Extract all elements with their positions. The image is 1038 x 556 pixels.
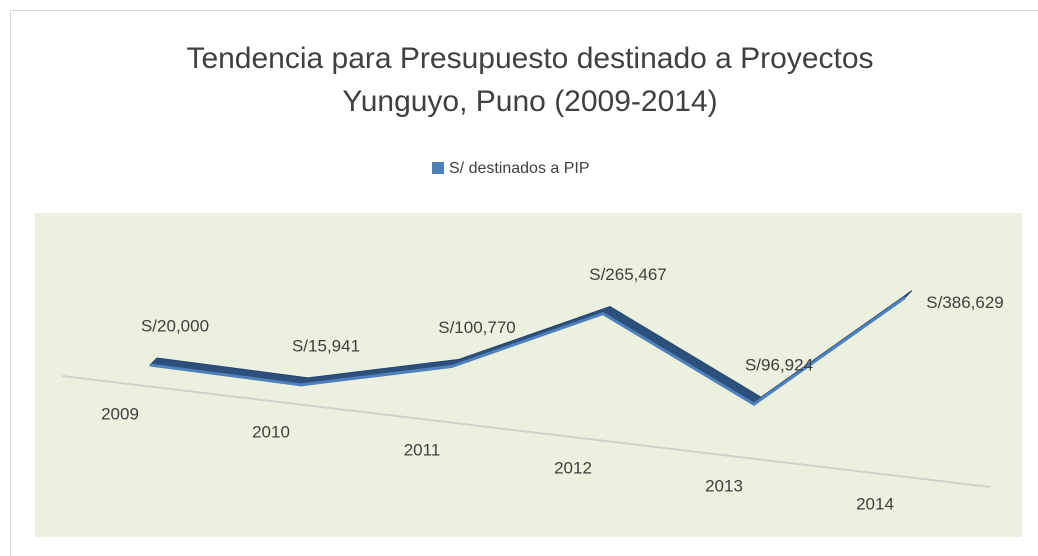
data-label: S/20,000 <box>141 316 209 335</box>
chart-title: Yunguyo, Puno (2009-2014) <box>342 85 717 118</box>
plot-area <box>35 213 1022 537</box>
x-tick-label: 2014 <box>856 495 894 514</box>
data-label: S/15,941 <box>292 336 360 355</box>
chart-title: Tendencia para Presupuesto destinado a P… <box>186 42 873 75</box>
floor-line <box>61 375 991 488</box>
data-label: S/386,629 <box>926 293 1004 312</box>
legend-label: S/ destinados a PIP <box>449 160 590 177</box>
x-tick-label: 2011 <box>404 441 441 460</box>
x-tick-label: 2010 <box>252 422 290 441</box>
line <box>149 296 906 406</box>
data-label: S/96,924 <box>745 356 813 375</box>
data-label: S/265,467 <box>589 265 667 284</box>
x-tick-label: 2009 <box>101 404 139 423</box>
x-tick-label: 2013 <box>705 477 743 496</box>
x-tick-label: 2012 <box>554 459 592 478</box>
legend-swatch <box>432 162 444 174</box>
data-label: S/100,770 <box>438 318 516 337</box>
